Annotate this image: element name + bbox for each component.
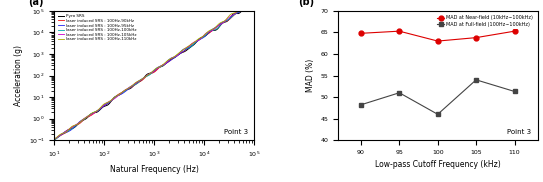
MAD at Full-field (100Hz∼100kHz) (358, 104, 364, 106)
MAD at Near-field (10kHz∼100kHz) (434, 40, 441, 42)
laser induced SRS : 100Hz-95kHz: (1.03e+04, 6.33e+03): 100Hz-95kHz: (1.03e+04, 6.33e+03) (201, 36, 208, 38)
laser induced SRS : 100Hz-95kHz: (10, 0.111): 100Hz-95kHz: (10, 0.111) (51, 138, 58, 140)
Line: laser induced SRS : 100Hz-110kHz: laser induced SRS : 100Hz-110kHz (54, 0, 254, 139)
laser induced SRS : 100Hz-95kHz: (4.69e+03, 1.86e+03): 100Hz-95kHz: (4.69e+03, 1.86e+03) (185, 47, 191, 49)
laser induced SRS : 100Hz-90kHz: (1.03e+04, 7.08e+03): 100Hz-90kHz: (1.03e+04, 7.08e+03) (201, 35, 208, 37)
Line: Pyro SRS: Pyro SRS (54, 2, 254, 140)
laser induced SRS : 100Hz-100kHz: (1.03e+04, 6.96e+03): 100Hz-100kHz: (1.03e+04, 6.96e+03) (201, 35, 208, 37)
laser induced SRS : 100Hz-95kHz: (51, 1.48): 100Hz-95kHz: (51, 1.48) (86, 114, 93, 116)
MAD at Near-field (10kHz∼100kHz) (512, 30, 518, 32)
Legend: Pyro SRS, laser induced SRS : 100Hz-90kHz, laser induced SRS : 100Hz-95kHz, lase: Pyro SRS, laser induced SRS : 100Hz-90kH… (56, 13, 137, 43)
Pyro SRS (103, 105, 109, 107)
laser induced SRS : 100Hz-100kHz: (2.28e+03, 665): 100Hz-100kHz: (2.28e+03, 665) (169, 57, 175, 59)
laser induced SRS : 100Hz-90kHz: (645, 76.7): 100Hz-90kHz: (645, 76.7) (141, 77, 148, 79)
Pyro SRS (185, 48, 191, 51)
Pyro SRS (86, 114, 93, 116)
laser induced SRS : 100Hz-100kHz: (1e+05, 2.52e+05): 100Hz-100kHz: (1e+05, 2.52e+05) (251, 1, 257, 3)
Pyro SRS (141, 76, 148, 78)
Line: laser induced SRS : 100Hz-95kHz: laser induced SRS : 100Hz-95kHz (54, 1, 254, 139)
Legend: MAD at Near-field (10kHz∼100kHz), MAD at Full-field (100Hz∼100kHz): MAD at Near-field (10kHz∼100kHz), MAD at… (435, 13, 535, 29)
MAD at Near-field (10kHz∼100kHz) (396, 30, 402, 32)
MAD at Near-field (10kHz∼100kHz) (358, 32, 364, 34)
laser induced SRS : 100Hz-100kHz: (645, 83.1): 100Hz-100kHz: (645, 83.1) (141, 76, 148, 78)
Line: MAD at Full-field (100Hz∼100kHz): MAD at Full-field (100Hz∼100kHz) (358, 77, 517, 117)
laser induced SRS : 100Hz-105kHz: (1.03e+04, 8.12e+03): 100Hz-105kHz: (1.03e+04, 8.12e+03) (201, 33, 208, 35)
MAD at Near-field (10kHz∼100kHz) (473, 37, 479, 39)
MAD at Full-field (100Hz∼100kHz) (434, 113, 441, 115)
Y-axis label: Acceleration (g): Acceleration (g) (14, 45, 23, 106)
Pyro SRS (51, 139, 58, 141)
Text: Point 3: Point 3 (224, 129, 248, 135)
Line: MAD at Near-field (10kHz∼100kHz): MAD at Near-field (10kHz∼100kHz) (358, 29, 517, 43)
Text: (a): (a) (28, 0, 44, 7)
MAD at Full-field (100Hz∼100kHz) (396, 92, 402, 94)
laser induced SRS : 100Hz-95kHz: (2.28e+03, 558): 100Hz-95kHz: (2.28e+03, 558) (169, 58, 175, 61)
laser induced SRS : 100Hz-90kHz: (2.28e+03, 573): 100Hz-90kHz: (2.28e+03, 573) (169, 58, 175, 60)
laser induced SRS : 100Hz-105kHz: (4.69e+03, 2.08e+03): 100Hz-105kHz: (4.69e+03, 2.08e+03) (185, 46, 191, 48)
laser induced SRS : 100Hz-90kHz: (107, 4.39): 100Hz-90kHz: (107, 4.39) (103, 104, 109, 106)
laser induced SRS : 100Hz-110kHz: (4.69e+03, 2.21e+03): 100Hz-110kHz: (4.69e+03, 2.21e+03) (185, 46, 191, 48)
laser induced SRS : 100Hz-100kHz: (51, 1.51): 100Hz-100kHz: (51, 1.51) (86, 114, 93, 116)
Line: laser induced SRS : 100Hz-105kHz: laser induced SRS : 100Hz-105kHz (54, 0, 254, 139)
laser induced SRS : 100Hz-90kHz: (51, 1.29): 100Hz-90kHz: (51, 1.29) (86, 115, 93, 117)
laser induced SRS : 100Hz-90kHz: (10, 0.102): 100Hz-90kHz: (10, 0.102) (51, 139, 58, 141)
laser induced SRS : 100Hz-100kHz: (10, 0.101): 100Hz-100kHz: (10, 0.101) (51, 139, 58, 141)
laser induced SRS : 100Hz-110kHz: (51, 1.51): 100Hz-110kHz: (51, 1.51) (86, 114, 93, 116)
laser induced SRS : 100Hz-95kHz: (1e+05, 2.87e+05): 100Hz-95kHz: (1e+05, 2.87e+05) (251, 0, 257, 2)
laser induced SRS : 100Hz-90kHz: (1e+05, 3.03e+05): 100Hz-90kHz: (1e+05, 3.03e+05) (251, 0, 257, 2)
laser induced SRS : 100Hz-100kHz: (4.69e+03, 1.83e+03): 100Hz-100kHz: (4.69e+03, 1.83e+03) (185, 47, 191, 50)
Line: laser induced SRS : 100Hz-100kHz: laser induced SRS : 100Hz-100kHz (54, 2, 254, 140)
Line: laser induced SRS : 100Hz-90kHz: laser induced SRS : 100Hz-90kHz (54, 1, 254, 140)
MAD at Full-field (100Hz∼100kHz) (473, 79, 479, 81)
X-axis label: Natural Frequency (Hz): Natural Frequency (Hz) (110, 165, 199, 174)
laser induced SRS : 100Hz-110kHz: (1.03e+04, 7.78e+03): 100Hz-110kHz: (1.03e+04, 7.78e+03) (201, 34, 208, 36)
laser induced SRS : 100Hz-95kHz: (107, 4.35): 100Hz-95kHz: (107, 4.35) (103, 104, 109, 106)
laser induced SRS : 100Hz-105kHz: (51, 1.43): 100Hz-105kHz: (51, 1.43) (86, 114, 93, 116)
laser induced SRS : 100Hz-110kHz: (645, 84.2): 100Hz-110kHz: (645, 84.2) (141, 76, 148, 78)
laser induced SRS : 100Hz-95kHz: (645, 83.3): 100Hz-95kHz: (645, 83.3) (141, 76, 148, 78)
laser induced SRS : 100Hz-105kHz: (645, 83.6): 100Hz-105kHz: (645, 83.6) (141, 76, 148, 78)
laser induced SRS : 100Hz-105kHz: (2.28e+03, 672): 100Hz-105kHz: (2.28e+03, 672) (169, 57, 175, 59)
Pyro SRS (251, 1, 257, 3)
laser induced SRS : 100Hz-90kHz: (4.69e+03, 1.95e+03): 100Hz-90kHz: (4.69e+03, 1.95e+03) (185, 47, 191, 49)
laser induced SRS : 100Hz-105kHz: (10, 0.108): 100Hz-105kHz: (10, 0.108) (51, 138, 58, 141)
laser induced SRS : 100Hz-105kHz: (107, 4.91): 100Hz-105kHz: (107, 4.91) (103, 103, 109, 105)
Text: Point 3: Point 3 (508, 129, 532, 135)
laser induced SRS : 100Hz-110kHz: (10, 0.112): 100Hz-110kHz: (10, 0.112) (51, 138, 58, 140)
Y-axis label: MAD (%): MAD (%) (306, 59, 315, 92)
laser induced SRS : 100Hz-110kHz: (107, 5.21): 100Hz-110kHz: (107, 5.21) (103, 102, 109, 104)
MAD at Full-field (100Hz∼100kHz) (512, 90, 518, 93)
laser induced SRS : 100Hz-110kHz: (2.28e+03, 637): 100Hz-110kHz: (2.28e+03, 637) (169, 57, 175, 59)
laser induced SRS : 100Hz-100kHz: (107, 4.86): 100Hz-100kHz: (107, 4.86) (103, 103, 109, 105)
X-axis label: Low-pass Cutoff Frequency (kHz): Low-pass Cutoff Frequency (kHz) (375, 160, 501, 169)
Pyro SRS (201, 35, 208, 37)
Text: (b): (b) (298, 0, 314, 7)
Pyro SRS (169, 58, 175, 60)
